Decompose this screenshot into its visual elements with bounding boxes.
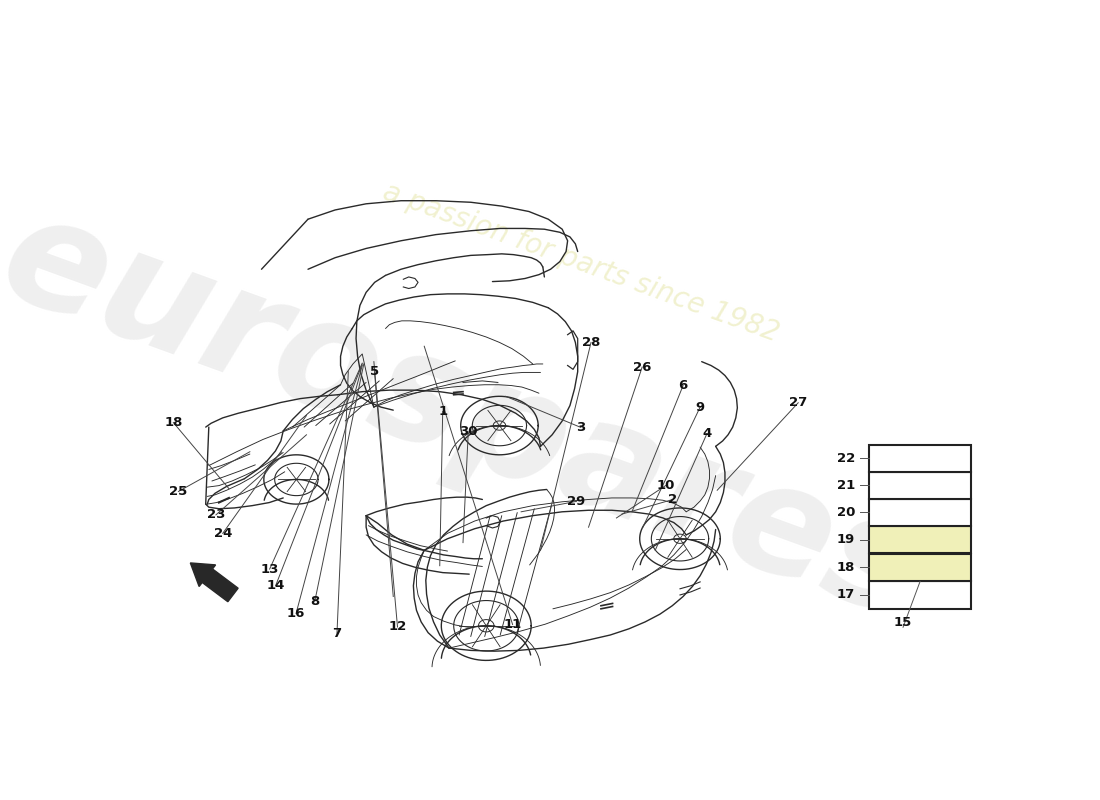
Text: 19: 19 [837,533,855,546]
Bar [869,472,971,499]
Text: 7: 7 [332,626,341,640]
Text: 23: 23 [207,508,226,522]
FancyArrow shape [190,563,238,602]
Text: eurospares: eurospares [0,181,940,651]
Text: 17: 17 [837,589,855,602]
Text: 14: 14 [266,579,285,592]
Bar [869,582,971,609]
Text: 25: 25 [169,485,187,498]
Text: 9: 9 [695,401,705,414]
Text: 12: 12 [388,621,407,634]
Text: 18: 18 [164,416,183,429]
Text: 5: 5 [370,366,379,378]
Text: 30: 30 [459,426,477,438]
Text: 18: 18 [836,561,855,574]
Text: 11: 11 [504,618,521,631]
Bar [869,499,971,526]
Text: 22: 22 [837,452,855,465]
Bar [869,526,971,553]
Text: 3: 3 [576,421,585,434]
Text: 10: 10 [657,479,675,492]
Text: 2: 2 [669,493,678,506]
Bar [869,445,971,472]
Text: 24: 24 [213,527,232,540]
Text: 15: 15 [894,616,912,629]
Text: 29: 29 [568,495,585,508]
Text: 6: 6 [679,379,688,392]
Text: 27: 27 [789,396,807,410]
Text: 16: 16 [287,607,306,620]
Text: 4: 4 [702,427,712,440]
Text: 21: 21 [837,479,855,492]
Text: 8: 8 [310,594,319,608]
Text: 28: 28 [582,336,601,349]
Text: 1: 1 [438,405,448,418]
Text: 26: 26 [632,361,651,374]
Text: a passion for parts since 1982: a passion for parts since 1982 [378,178,783,347]
Text: 20: 20 [836,506,855,519]
Bar [869,554,971,581]
Text: 13: 13 [261,562,278,575]
